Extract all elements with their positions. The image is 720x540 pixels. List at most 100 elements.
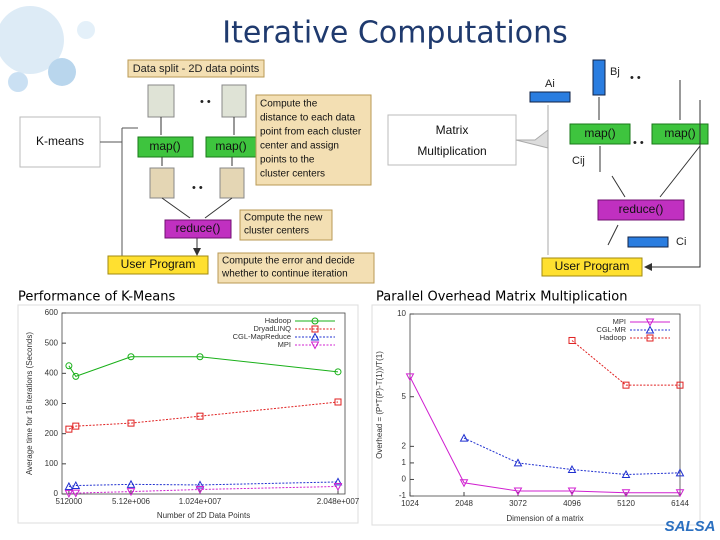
note-box [239,209,333,241]
data-point [334,398,342,406]
data-point [127,353,135,361]
legend-label: DryadLINQ [253,324,291,333]
data-point [405,373,415,382]
y-tick-label: 10 [397,309,406,318]
reduce-label: reduce() [619,202,664,216]
data-point [72,372,80,380]
a-bar [529,91,571,103]
note-line: Matrix [436,123,469,137]
y-tick-label: -1 [399,491,407,500]
legend-marker [310,341,320,350]
data-point [459,479,469,488]
matrix-label: Matrix Multiplication [417,123,486,158]
map-label: map() [584,126,615,140]
data-point [71,480,81,490]
kmeans-label: K-means [36,134,84,148]
data-point [622,381,630,389]
data-point [513,458,523,467]
note-line: whether to continue iteration [221,269,348,280]
series-line [68,401,339,430]
legend-marker [645,325,655,334]
map-box [569,123,631,145]
data-point [127,419,135,427]
chart-panel [17,304,359,524]
data-split-box [127,59,265,78]
arrows [160,117,235,254]
map-label: map() [149,139,180,153]
note-line: center and assign [260,141,339,152]
data-point [333,482,343,492]
data-point [333,477,343,486]
x-tick-label: 512000 [56,497,83,506]
reduce-box [164,219,232,239]
series-line [571,340,680,386]
y-tick-label: 300 [45,399,59,408]
data-point [64,489,74,498]
data-point [126,479,136,488]
note-box [217,252,375,284]
note-line: Compute the error and decide [222,256,355,267]
x-axis-label: Dimension of a matrix [506,514,583,523]
note-line: Multiplication [417,144,486,158]
data-point [196,353,204,361]
data-point [195,485,205,495]
note-line: cluster centers [260,169,325,180]
data-point [126,488,136,497]
plot-frame [409,313,681,497]
user-program-label: User Program [121,257,196,271]
data-point [71,489,81,498]
x-tick-label: 2.048e+007 [317,497,360,506]
x-tick-label: 4096 [563,499,581,508]
kmeans-diagram: Data split - 2D data points • • • • K-me… [19,59,375,284]
ellipsis: • • [633,137,644,149]
y-tick-label: 600 [45,308,59,317]
y-tick-label: 0 [402,475,407,484]
ellipsis: • • [630,72,641,84]
b-bar [592,59,606,96]
note-line: point from each cluster [260,127,362,138]
data-point [513,487,523,496]
data-point [65,362,73,370]
data-point [675,468,685,477]
data-point [675,489,685,498]
b-label: Bj [610,66,620,78]
chart-title: Parallel Overhead Matrix Multiplication [376,290,627,305]
kmeans-box [19,116,101,168]
note-line: Compute the new [244,213,323,224]
data-point [196,412,204,420]
user-program-label: User Program [555,259,630,273]
map-box [137,136,194,158]
data-point [65,425,73,433]
map-label: map() [664,126,695,140]
y-tick-label: 400 [45,368,59,377]
data-point [64,481,74,490]
note-line: Compute the [260,99,318,110]
series-line [463,437,680,475]
data-point [621,489,631,498]
a-label: Ai [545,78,555,90]
user-note: Compute the error and decide whether to c… [221,256,355,280]
assign-note: Compute the distance to each data point fr… [260,99,362,180]
reduce-label: reduce() [176,221,221,235]
slide-title: Iterative Computations [222,16,567,51]
ci-label: Ci [676,236,686,248]
data-point [459,433,469,442]
c-label: Cij [572,155,585,167]
legend-marker [645,318,655,327]
chart-panel [371,304,701,526]
user-program-box [107,255,209,275]
legend-marker [646,334,654,342]
arrows [598,80,701,267]
y-tick-label: 500 [45,338,59,347]
data-split-label: Data split - 2D data points [133,63,260,75]
x-tick-label: 1.024e+007 [179,497,222,506]
y-tick-label: 1 [402,458,407,467]
data-point [195,480,205,489]
legend-label: Hadoop [600,333,626,342]
series-line [68,356,339,377]
legend-marker [310,332,320,341]
ellipsis: • • [192,182,203,194]
data-point [621,469,631,478]
legend-label: MPI [278,340,291,349]
data-point [568,336,576,344]
